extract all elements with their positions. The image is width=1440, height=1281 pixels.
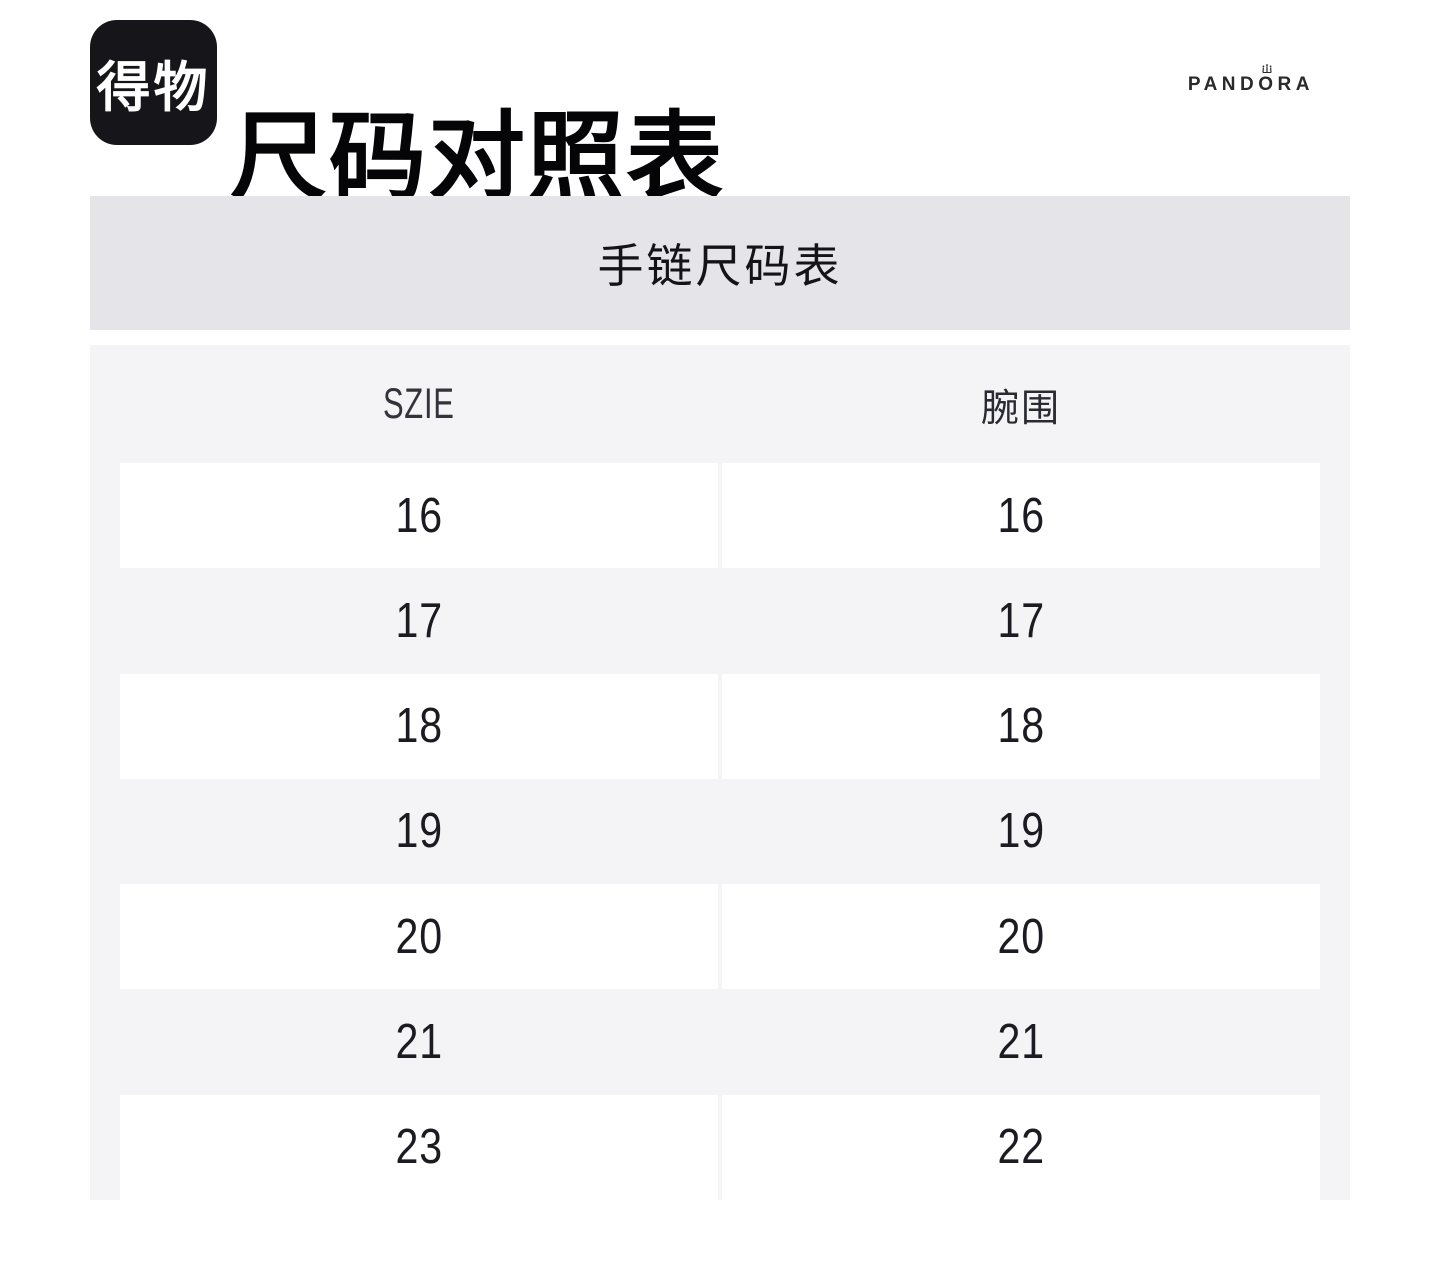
table-row: 17 17 <box>120 568 1320 673</box>
size-cell: 16 <box>120 463 718 569</box>
section-title: 手链尺码表 <box>597 240 843 292</box>
page-title: 尺码对照表 <box>230 102 725 212</box>
table-row: 20 20 <box>120 884 1320 990</box>
wrist-cell: 22 <box>722 1094 1320 1200</box>
pandora-logo-part1: PAND <box>1187 74 1259 95</box>
table-row: 23 22 <box>120 1094 1320 1200</box>
size-cell: 21 <box>395 1015 443 1070</box>
wrist-cell: 19 <box>997 804 1045 859</box>
pandora-logo-part2: RA <box>1277 74 1314 95</box>
dewu-logo: 得物 <box>90 20 217 145</box>
wrist-cell: 18 <box>722 673 1320 779</box>
size-table: SZIE 腕围 16 16 17 17 18 18 19 19 20 20 21… <box>90 345 1350 1200</box>
size-cell: 17 <box>395 593 443 648</box>
table-row: 19 19 <box>120 779 1320 884</box>
table-row: 16 16 <box>120 463 1320 569</box>
column-header-wrist: 腕围 <box>980 387 1061 430</box>
size-cell: 18 <box>120 673 718 779</box>
wrist-cell: 16 <box>722 463 1320 569</box>
wrist-cell: 17 <box>997 593 1045 648</box>
pandora-logo: PANDO RA <box>1187 64 1314 96</box>
wrist-cell: 20 <box>722 884 1320 990</box>
wrist-cell: 21 <box>997 1015 1045 1070</box>
crown-icon <box>1262 64 1272 73</box>
size-cell: 20 <box>120 884 718 990</box>
column-header-size: SZIE <box>383 379 455 428</box>
table-body: 16 16 17 17 18 18 19 19 20 20 21 21 23 2… <box>120 463 1320 1200</box>
table-header-row: SZIE 腕围 <box>120 345 1320 463</box>
table-row: 21 21 <box>120 989 1320 1094</box>
section-title-bar: 手链尺码表 <box>90 196 1350 330</box>
table-row: 18 18 <box>120 673 1320 779</box>
pandora-logo-o: O <box>1258 64 1277 96</box>
size-cell: 23 <box>120 1094 718 1200</box>
size-cell: 19 <box>395 804 443 859</box>
